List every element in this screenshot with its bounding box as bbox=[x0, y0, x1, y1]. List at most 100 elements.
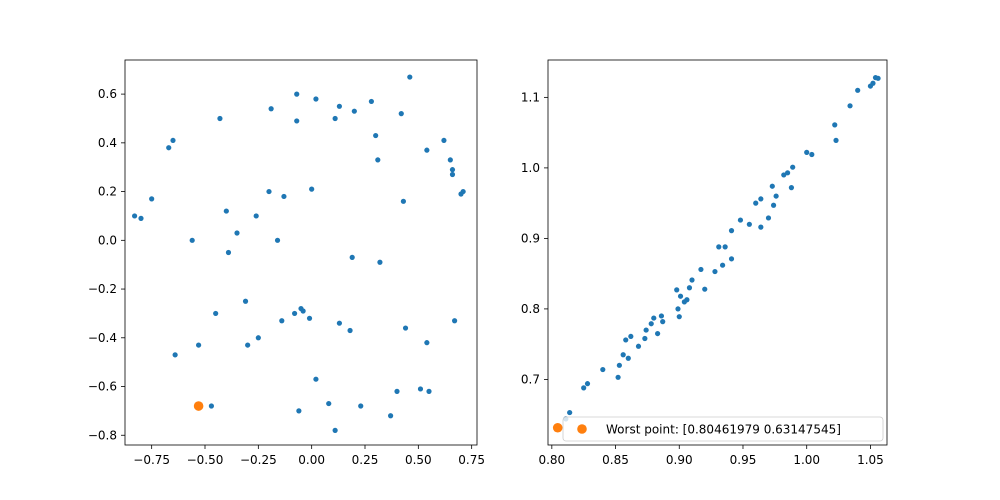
data-point bbox=[648, 321, 654, 327]
data-point bbox=[294, 118, 300, 124]
right-scatter-plot: 0.80 0.85 0.90 0.95 1.00 1.05 0.7 0.8 0.9 1.0 1.1 W… bbox=[521, 59, 888, 467]
data-point bbox=[332, 115, 338, 122]
data-point bbox=[790, 164, 796, 170]
x-tick-label: 0.80 bbox=[538, 453, 565, 467]
data-point bbox=[702, 286, 708, 292]
data-point bbox=[581, 385, 587, 391]
data-points bbox=[552, 75, 881, 433]
data-point bbox=[804, 149, 810, 155]
y-tick-label: −0.6 bbox=[88, 380, 117, 394]
data-point bbox=[166, 145, 172, 151]
data-point bbox=[375, 157, 381, 163]
data-point bbox=[170, 137, 176, 144]
y-tick-label: 0.2 bbox=[98, 185, 117, 199]
data-point bbox=[698, 266, 704, 273]
data-point bbox=[424, 147, 430, 153]
data-point bbox=[615, 374, 621, 380]
data-point bbox=[746, 221, 752, 227]
data-point bbox=[441, 137, 447, 144]
data-point bbox=[460, 188, 466, 195]
data-point bbox=[623, 337, 629, 343]
x-tick-label: 1.05 bbox=[857, 453, 884, 467]
data-point bbox=[300, 308, 306, 314]
data-point bbox=[388, 413, 394, 419]
y-tick-label: 0.4 bbox=[98, 136, 117, 150]
data-point bbox=[600, 366, 606, 373]
data-point bbox=[655, 330, 661, 337]
data-point bbox=[620, 352, 626, 358]
x-tick-label: −0.25 bbox=[240, 453, 277, 467]
data-point bbox=[689, 277, 695, 283]
data-point bbox=[758, 224, 764, 230]
data-point bbox=[758, 196, 764, 202]
left-scatter-plot: −0.75 −0.50 −0.25 0.00 0.25 0.50 0.75 −0.8 −0.6 −… bbox=[88, 59, 485, 467]
data-point bbox=[781, 172, 787, 178]
data-point bbox=[398, 111, 404, 117]
data-point bbox=[336, 103, 342, 109]
data-point bbox=[712, 268, 718, 275]
data-point bbox=[296, 408, 302, 414]
data-point bbox=[132, 213, 138, 219]
data-point bbox=[394, 388, 400, 394]
data-point bbox=[336, 320, 342, 326]
y-tick-label: 0.7 bbox=[521, 372, 540, 386]
data-point bbox=[584, 381, 591, 387]
x-tick-label: 0.00 bbox=[298, 453, 325, 467]
data-point bbox=[737, 217, 744, 223]
data-point bbox=[765, 215, 772, 221]
data-point bbox=[722, 244, 728, 250]
x-tick-label: 0.75 bbox=[458, 453, 485, 467]
y-tick-label: 1.1 bbox=[521, 90, 540, 104]
y-tick-label: 0.9 bbox=[521, 231, 540, 245]
data-point bbox=[149, 196, 155, 202]
axes-frame bbox=[124, 59, 478, 446]
data-point bbox=[628, 333, 634, 340]
x-tick-label: 1.00 bbox=[793, 453, 820, 467]
data-point bbox=[242, 298, 249, 304]
data-point bbox=[292, 310, 298, 317]
y-tick-label: 0.6 bbox=[98, 87, 117, 101]
data-point bbox=[676, 314, 682, 320]
data-point bbox=[855, 87, 861, 93]
data-point bbox=[294, 91, 300, 97]
data-point bbox=[674, 287, 680, 293]
data-point bbox=[402, 325, 409, 331]
data-point bbox=[832, 122, 838, 128]
data-point bbox=[225, 249, 232, 256]
x-tick-label: 0.95 bbox=[730, 453, 757, 467]
data-point bbox=[449, 167, 456, 173]
data-point bbox=[306, 315, 313, 321]
data-point bbox=[660, 319, 666, 325]
data-point bbox=[875, 75, 881, 81]
data-point bbox=[424, 340, 430, 346]
data-point bbox=[658, 313, 665, 319]
data-point bbox=[788, 185, 795, 191]
data-point bbox=[196, 342, 202, 348]
data-point bbox=[449, 171, 456, 178]
data-point bbox=[138, 215, 144, 221]
worst-point-marker bbox=[193, 401, 204, 411]
legend-marker bbox=[577, 424, 587, 434]
data-point bbox=[313, 96, 319, 102]
worst-point-marker bbox=[552, 422, 563, 433]
data-point bbox=[642, 335, 648, 342]
legend-label: Worst point: [0.80461979 0.63147545] bbox=[606, 423, 841, 437]
legend: Worst point: [0.80461979 0.63147545] bbox=[562, 416, 884, 442]
data-point bbox=[426, 388, 432, 394]
data-point bbox=[358, 403, 364, 409]
data-point bbox=[870, 80, 876, 86]
data-point bbox=[616, 362, 622, 368]
data-points bbox=[132, 74, 466, 433]
y-tick-label: −0.4 bbox=[88, 331, 117, 345]
y-tick-label: 1.0 bbox=[521, 161, 540, 175]
x-tick-label: 0.50 bbox=[405, 453, 432, 467]
data-point bbox=[677, 293, 684, 299]
x-tick-label: −0.75 bbox=[133, 453, 170, 467]
data-point bbox=[847, 103, 853, 109]
data-point bbox=[279, 318, 285, 324]
data-point bbox=[274, 237, 281, 243]
y-tick-label: 0.8 bbox=[521, 302, 540, 316]
y-tick-label: 0.0 bbox=[98, 233, 117, 247]
data-point bbox=[189, 237, 195, 243]
data-point bbox=[326, 400, 332, 407]
